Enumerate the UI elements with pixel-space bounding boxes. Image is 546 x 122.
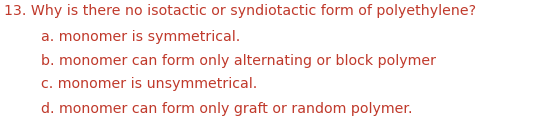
- Text: 13. Why is there no isotactic or syndiotactic form of polyethylene?: 13. Why is there no isotactic or syndiot…: [4, 4, 477, 18]
- Text: a. monomer is symmetrical.: a. monomer is symmetrical.: [41, 30, 240, 45]
- Text: b. monomer can form only alternating or block polymer: b. monomer can form only alternating or …: [41, 54, 436, 68]
- Text: c. monomer is unsymmetrical.: c. monomer is unsymmetrical.: [41, 77, 257, 91]
- Text: d. monomer can form only graft or random polymer.: d. monomer can form only graft or random…: [41, 102, 412, 117]
